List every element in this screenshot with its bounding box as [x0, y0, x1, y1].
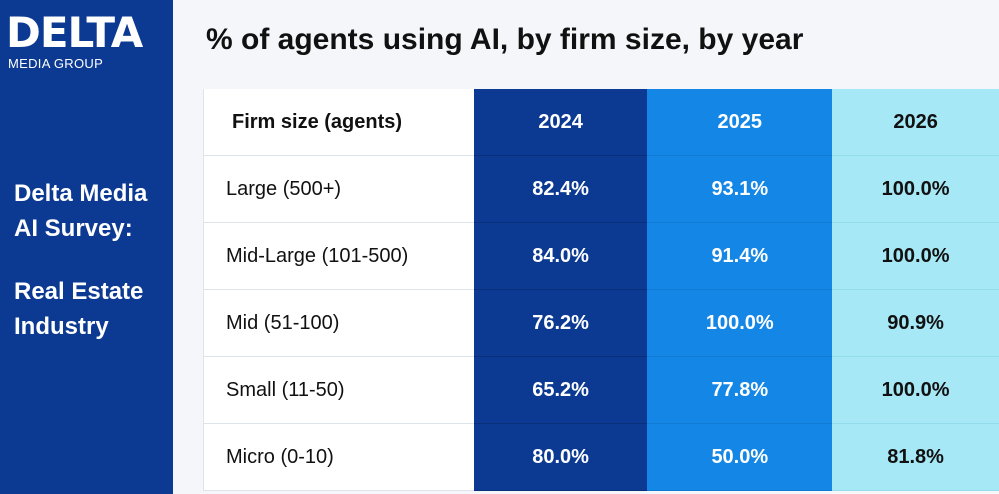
ai-usage-table: Firm size (agents) 2024 2025 2026 Large … — [202, 89, 999, 491]
column-header-2024: 2024 — [473, 89, 648, 156]
cell-2026: 81.8% — [832, 423, 999, 491]
cell-2025: 93.1% — [647, 155, 833, 223]
chart-title: % of agents using AI, by firm size, by y… — [206, 23, 804, 56]
column-header-2026: 2026 — [832, 89, 999, 156]
cell-2024: 80.0% — [473, 423, 648, 491]
cell-2026: 100.0% — [832, 356, 999, 424]
cell-2025: 91.4% — [647, 222, 833, 290]
cell-2024: 76.2% — [473, 289, 648, 357]
firm-size-label: Micro (0-10) — [202, 423, 474, 491]
firm-size-label: Large (500+) — [202, 155, 474, 223]
table-header-row: Firm size (agents) 2024 2025 2026 — [202, 89, 999, 156]
cell-2024: 82.4% — [473, 155, 648, 223]
delta-logo: DELTA — [6, 8, 143, 57]
logo-tagline: MEDIA GROUP — [8, 56, 104, 71]
table-row: Small (11-50) 65.2% 77.8% 100.0% — [202, 356, 999, 424]
row-header-label: Firm size (agents) — [202, 89, 474, 156]
firm-size-label: Mid (51-100) — [202, 289, 474, 357]
survey-title: Delta Media AI Survey: — [14, 180, 148, 242]
cell-2026: 90.9% — [832, 289, 999, 357]
cell-2025: 50.0% — [647, 423, 833, 491]
cell-2025: 77.8% — [647, 356, 833, 424]
cell-2024: 84.0% — [473, 222, 648, 290]
cell-2024: 65.2% — [473, 356, 648, 424]
brand-sidebar: DELTA MEDIA GROUP Delta Media AI Survey:… — [0, 0, 173, 494]
cell-2025: 100.0% — [647, 289, 833, 357]
cell-2026: 100.0% — [832, 222, 999, 290]
table-row: Large (500+) 82.4% 93.1% 100.0% — [202, 155, 999, 223]
firm-size-label: Mid-Large (101-500) — [202, 222, 474, 290]
column-header-2025: 2025 — [647, 89, 833, 156]
table-row: Micro (0-10) 80.0% 50.0% 81.8% — [202, 423, 999, 491]
cell-2026: 100.0% — [832, 155, 999, 223]
firm-size-label: Small (11-50) — [202, 356, 474, 424]
table-row: Mid-Large (101-500) 84.0% 91.4% 100.0% — [202, 222, 999, 290]
survey-subtitle: Real Estate Industry — [14, 278, 144, 340]
logo-wordmark: DELTA — [6, 8, 143, 57]
table-row: Mid (51-100) 76.2% 100.0% 90.9% — [202, 289, 999, 357]
